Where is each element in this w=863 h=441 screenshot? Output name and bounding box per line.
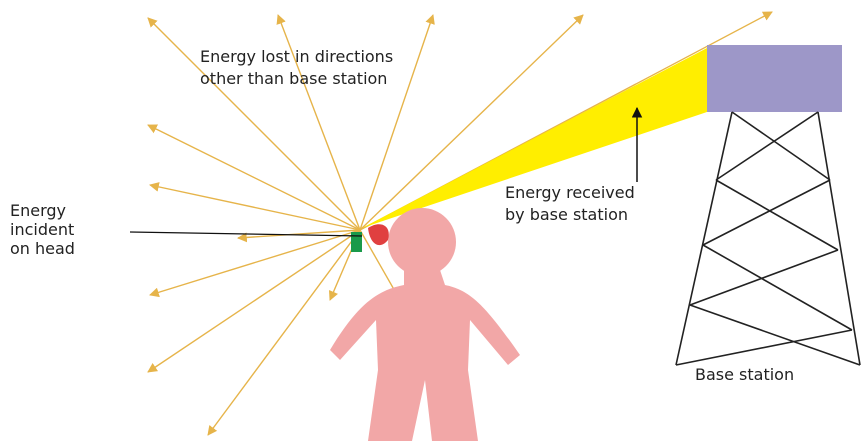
label-text: Energy — [10, 201, 66, 220]
phone — [351, 232, 362, 252]
diagram: Energy lost in directions other than bas… — [0, 0, 863, 441]
label-text: incident — [10, 220, 74, 239]
base-station-antenna — [707, 45, 842, 112]
ray — [148, 125, 360, 230]
ray — [148, 230, 360, 372]
tower — [676, 112, 860, 365]
radiation-spot — [368, 224, 389, 245]
label-text: other than base station — [200, 69, 387, 88]
ray — [150, 185, 360, 230]
label-text: on head — [10, 239, 75, 258]
ray — [150, 230, 360, 295]
label-text: by base station — [505, 205, 628, 224]
label-text: Base station — [695, 365, 794, 384]
label-text: Energy received — [505, 183, 635, 202]
label-text: Energy lost in directions — [200, 47, 393, 66]
ray — [208, 230, 360, 435]
